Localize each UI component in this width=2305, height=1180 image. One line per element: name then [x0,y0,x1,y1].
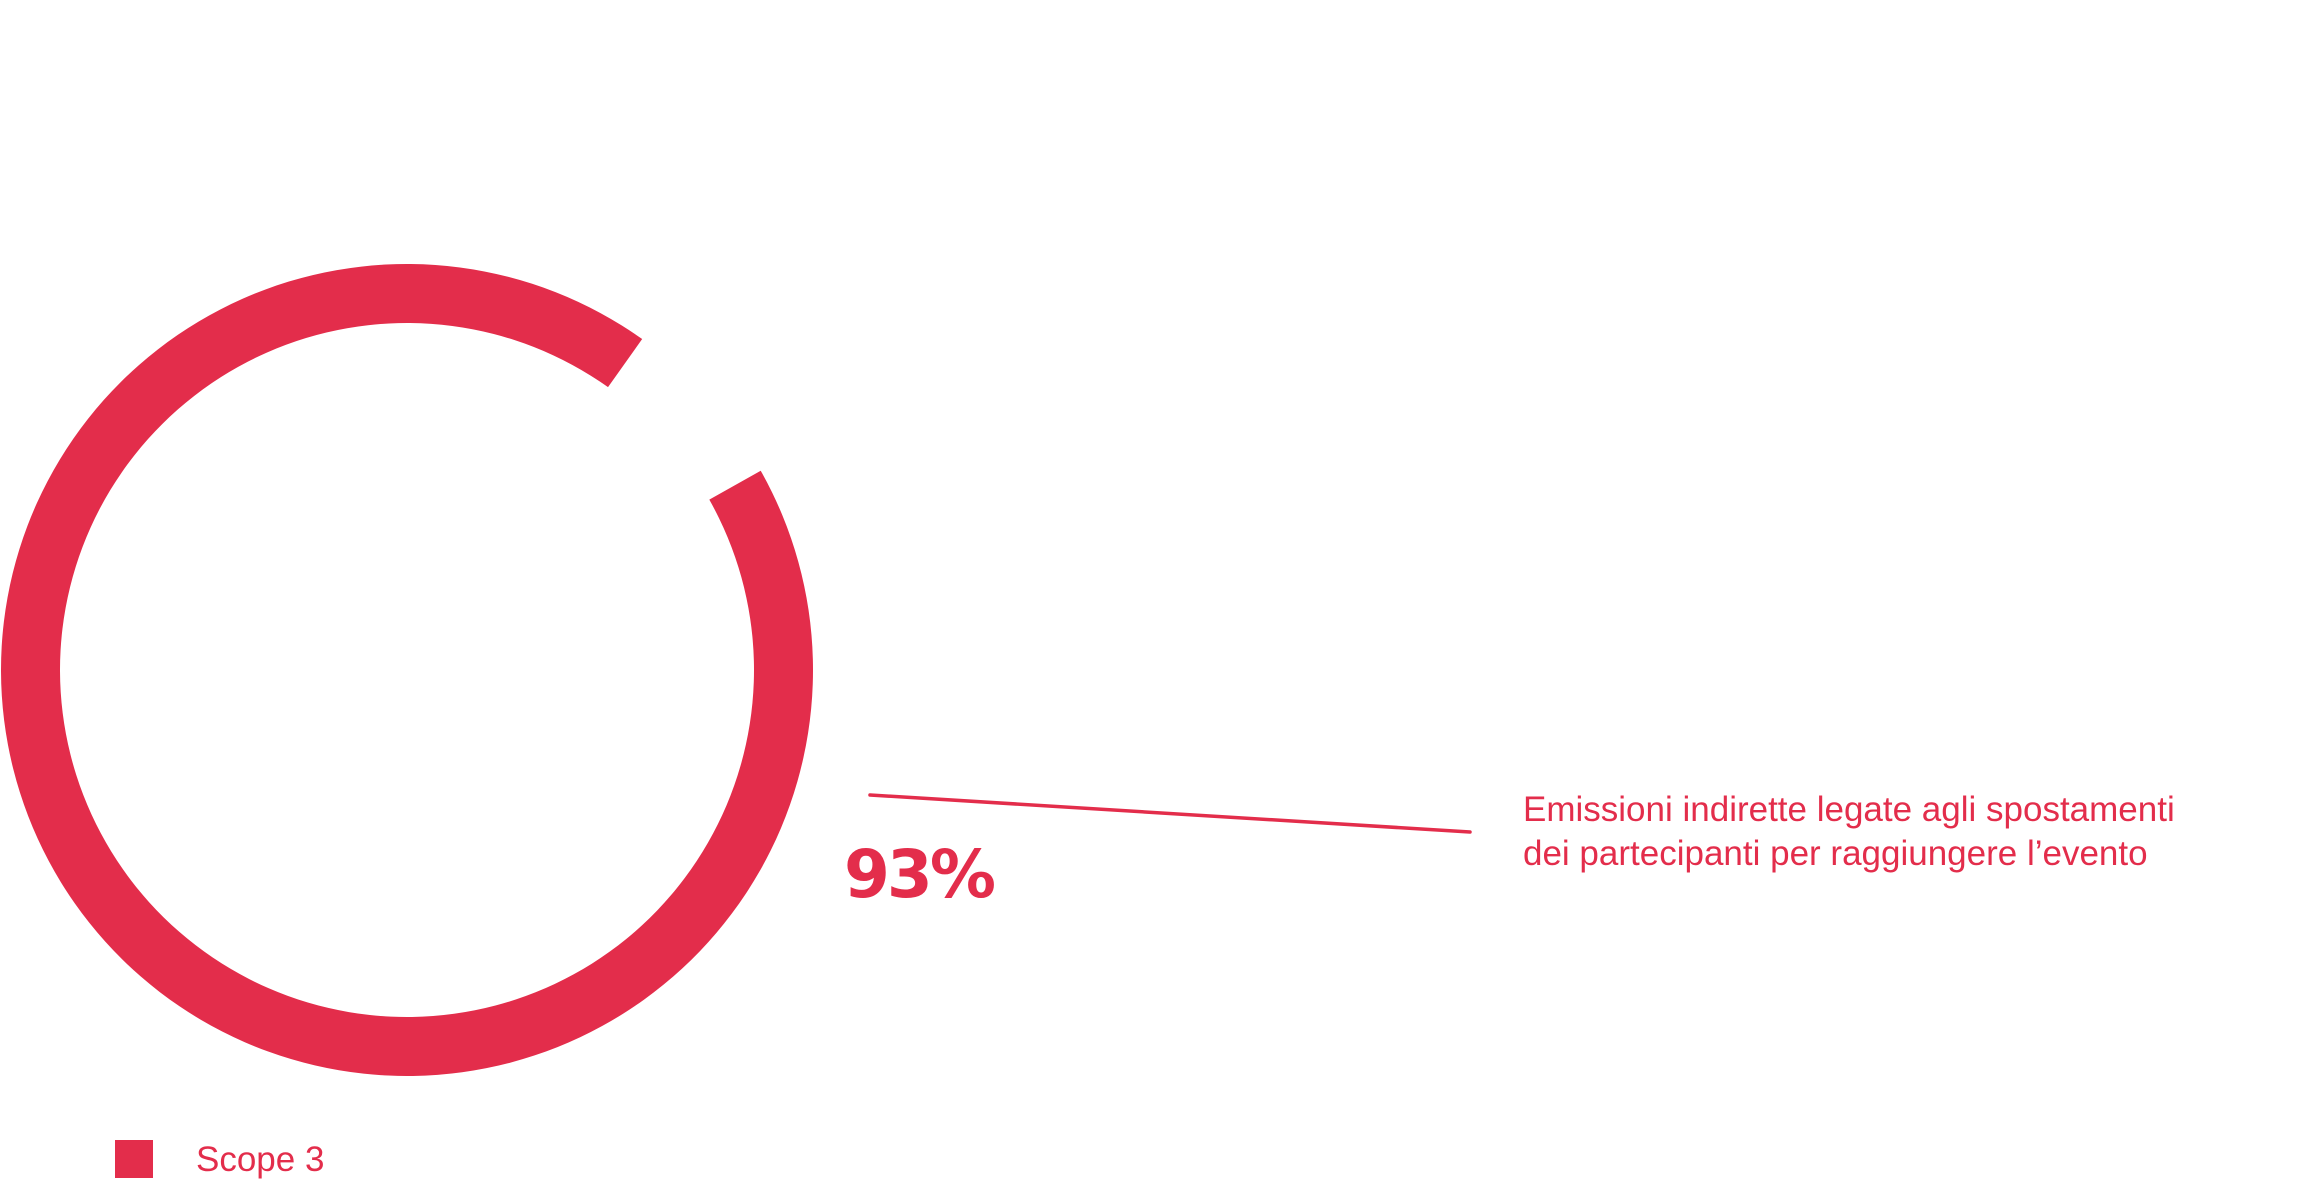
legend: Scope 3 [115,1140,324,1179]
annotation-line-2: dei partecipanti per raggiungere l’event… [1523,834,2148,873]
donut-slice-scope-3 [0,264,813,1076]
legend-label: Scope 3 [196,1140,324,1179]
donut-slices [0,264,813,1076]
annotation-line-1: Emissioni indirette legate agli spostame… [1523,790,2175,829]
legend-swatch [115,1140,153,1178]
slice-value-label: 93% [844,836,995,913]
annotation-leader-line [868,793,1472,834]
